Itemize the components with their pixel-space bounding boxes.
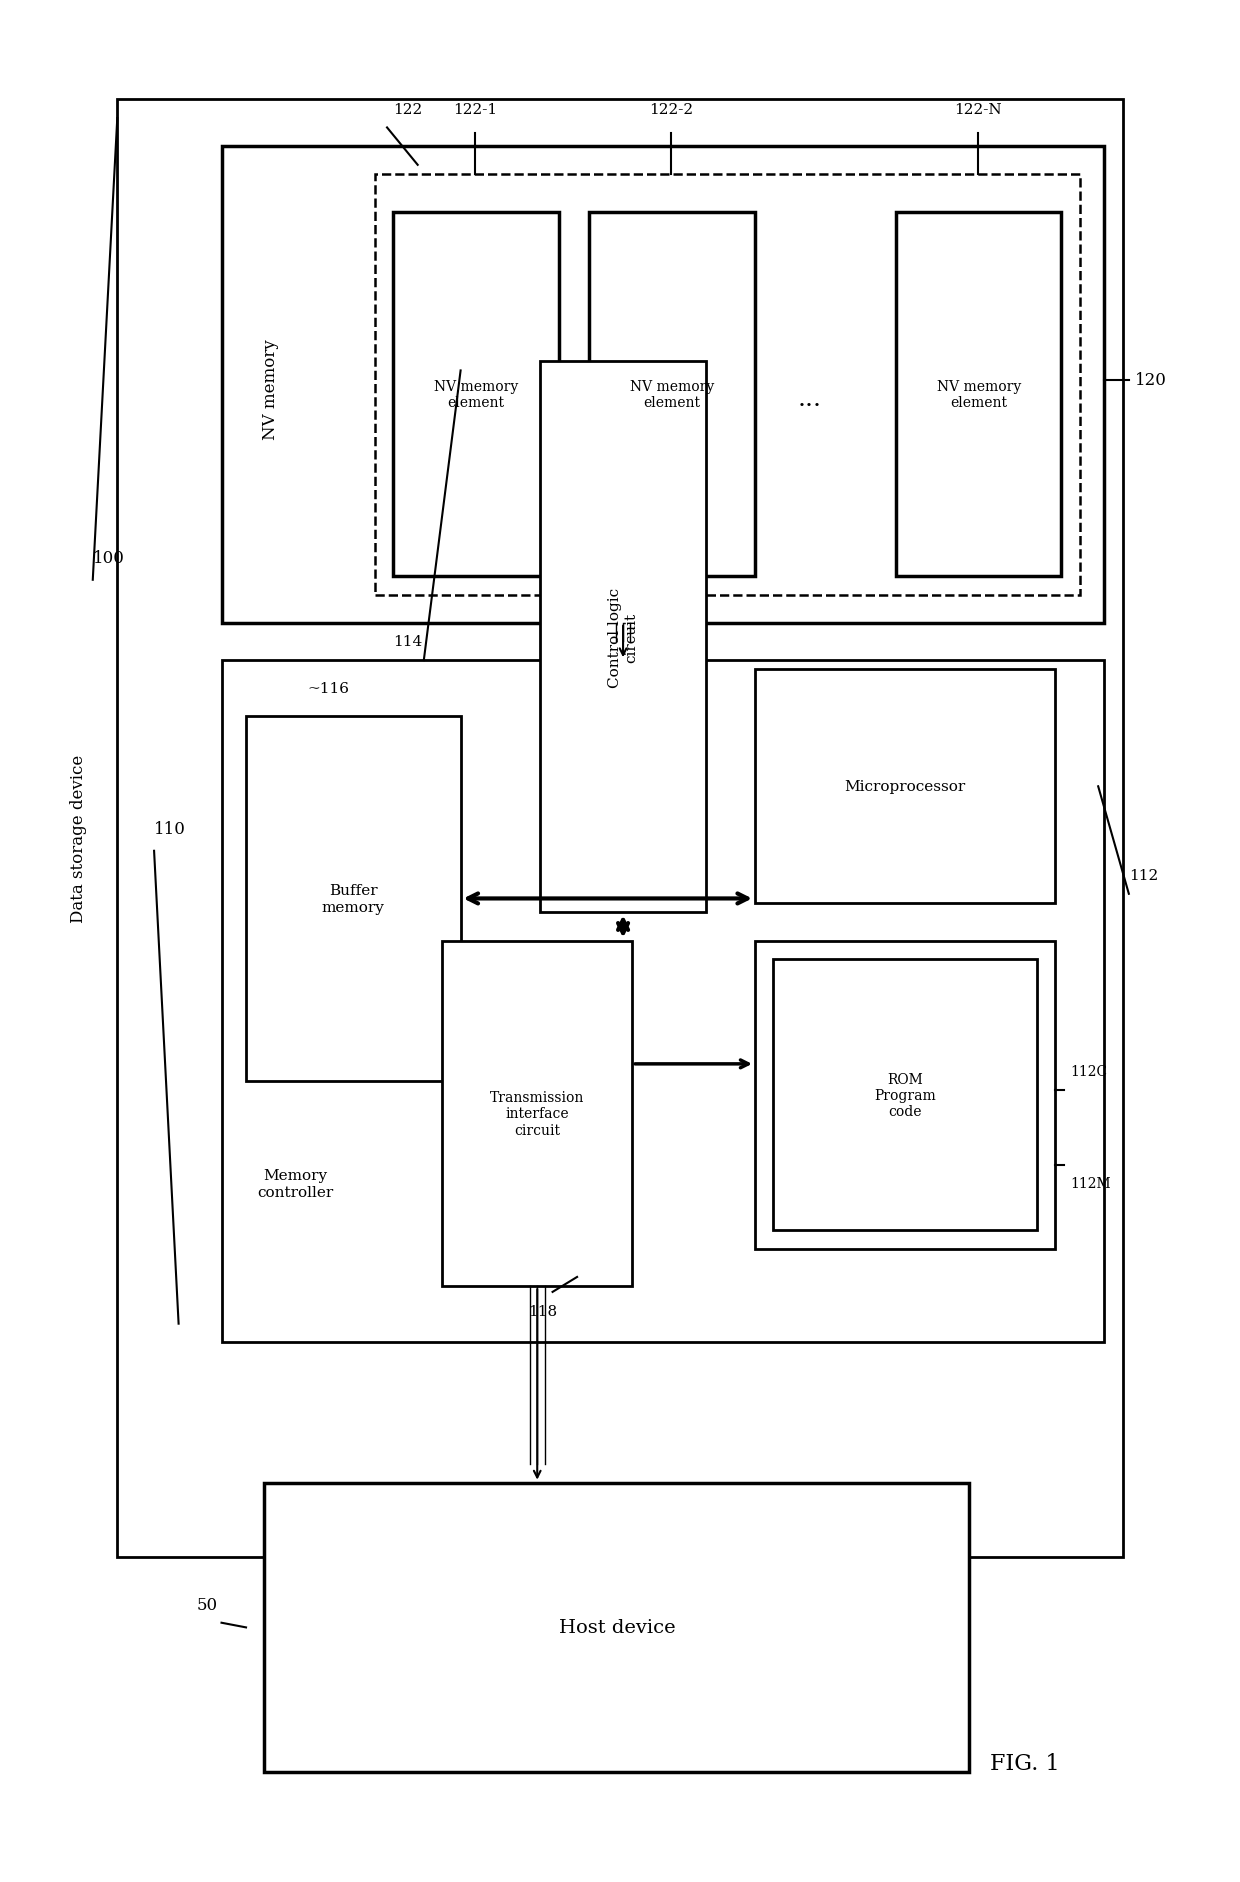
Text: Transmission
interface
circuit: Transmission interface circuit [490, 1090, 584, 1137]
Text: 50: 50 [197, 1596, 218, 1613]
Text: Data storage device: Data storage device [69, 755, 87, 922]
Text: NV memory
element: NV memory element [434, 380, 518, 410]
Text: ROM
Program
code: ROM Program code [874, 1073, 936, 1118]
Bar [118, 100, 1122, 1558]
Text: 122-2: 122-2 [650, 104, 693, 117]
Text: 122-1: 122-1 [454, 104, 497, 117]
Text: FIG. 1: FIG. 1 [990, 1752, 1059, 1775]
Bar [374, 175, 1080, 595]
Text: 122-N: 122-N [955, 104, 1002, 117]
Text: 100: 100 [93, 550, 125, 566]
Text: ~116: ~116 [308, 681, 350, 696]
Bar [589, 213, 755, 576]
Text: NV memory: NV memory [262, 339, 279, 440]
Text: 112: 112 [1128, 869, 1158, 883]
Text: 120: 120 [1135, 373, 1167, 390]
Text: Control logic
circuit: Control logic circuit [608, 587, 639, 687]
Bar [222, 661, 1105, 1342]
Bar [264, 1483, 970, 1773]
Text: 112M: 112M [1070, 1176, 1111, 1191]
Bar [541, 361, 706, 913]
Text: 110: 110 [154, 821, 186, 837]
Text: NV memory
element: NV memory element [630, 380, 714, 410]
Text: NV memory
element: NV memory element [936, 380, 1021, 410]
Text: Memory
controller: Memory controller [257, 1169, 334, 1199]
Text: Buffer
memory: Buffer memory [322, 885, 384, 915]
Text: Host device: Host device [559, 1619, 676, 1637]
Bar [755, 941, 1055, 1250]
Text: 114: 114 [393, 634, 423, 649]
Text: 112C: 112C [1070, 1065, 1107, 1078]
Bar [393, 213, 559, 576]
Bar [755, 670, 1055, 903]
Bar [246, 717, 460, 1080]
Bar [774, 960, 1037, 1231]
Bar [222, 147, 1105, 623]
Text: 118: 118 [528, 1304, 557, 1317]
Bar [443, 941, 632, 1287]
Bar [895, 213, 1061, 576]
Text: Microprocessor: Microprocessor [844, 779, 966, 794]
Text: 122: 122 [393, 104, 423, 117]
Text: ...: ... [799, 388, 822, 410]
